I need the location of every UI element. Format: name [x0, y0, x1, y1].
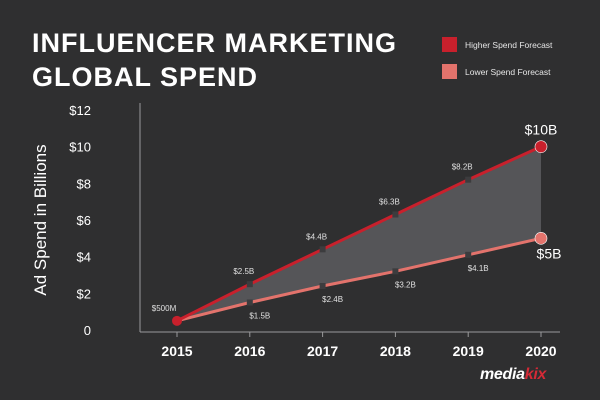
- start-data-point: [172, 315, 182, 326]
- lower-data-label: $1.5B: [249, 312, 270, 321]
- y-tick-label: 0: [84, 323, 91, 338]
- legend: Higher Spend Forecast Lower Spend Foreca…: [442, 34, 552, 88]
- higher-data-label: $2.5B: [233, 267, 254, 276]
- lower-forecast-line: [176, 236, 542, 323]
- x-tick-label: 2018: [380, 343, 411, 359]
- logo-text-media: media: [480, 366, 525, 383]
- chart-title-line-1: INFLUENCER MARKETING: [32, 28, 397, 58]
- legend-swatch-lower: [442, 64, 457, 79]
- higher-data-label: $6.3B: [379, 198, 400, 207]
- higher-forecast-line: [176, 145, 542, 323]
- higher-end-point: [534, 140, 548, 153]
- mediakix-logo: mediakix: [480, 366, 546, 384]
- x-tick-label: 2020: [525, 343, 556, 359]
- higher-data-point: [246, 281, 253, 288]
- x-tick-label: 2016: [234, 343, 265, 359]
- lower-data-label: $2.4B: [322, 295, 343, 304]
- lower-data-label: $5B: [537, 245, 562, 261]
- x-tick-label: 2019: [453, 343, 484, 359]
- y-tick-label: $10: [69, 140, 91, 155]
- lower-data-point: [246, 299, 253, 306]
- y-tick-label: $12: [69, 103, 91, 118]
- higher-data-label: $4.4B: [306, 232, 327, 241]
- x-tick-label: 2015: [161, 343, 192, 359]
- higher-data-point: [319, 246, 326, 253]
- higher-data-label: $500M: [152, 304, 177, 313]
- chart-title-line-2: GLOBAL SPEND: [32, 62, 259, 92]
- higher-data-label: $10B: [525, 122, 558, 138]
- lower-data-label: $3.2B: [395, 280, 416, 289]
- lower-data-point: [319, 283, 326, 289]
- x-tick-label: 2017: [307, 343, 338, 359]
- y-axis-title: Ad Spend in Billions: [31, 144, 50, 295]
- legend-item-higher: Higher Spend Forecast: [442, 34, 552, 55]
- logo-text-kix: kix: [524, 366, 547, 383]
- y-tick-label: $2: [77, 286, 91, 301]
- lower-data-point: [392, 268, 399, 275]
- legend-label-lower: Lower Spend Forecast: [465, 66, 551, 77]
- higher-data-point: [392, 211, 399, 218]
- higher-data-point: [465, 176, 472, 183]
- y-tick-label: $8: [77, 176, 91, 191]
- lower-end-point: [534, 232, 548, 245]
- y-tick-label: $6: [77, 213, 91, 228]
- legend-label-higher: Higher Spend Forecast: [465, 39, 553, 50]
- lower-data-label: $4.1B: [468, 264, 489, 273]
- legend-swatch-higher: [442, 37, 457, 52]
- legend-item-lower: Lower Spend Forecast: [442, 61, 552, 82]
- forecast-range-area: [177, 146, 541, 321]
- lower-data-point: [465, 251, 472, 258]
- chart-title: INFLUENCER MARKETING GLOBAL SPEND: [32, 26, 397, 94]
- higher-data-label: $8.2B: [452, 163, 473, 172]
- y-tick-label: $4: [77, 250, 91, 265]
